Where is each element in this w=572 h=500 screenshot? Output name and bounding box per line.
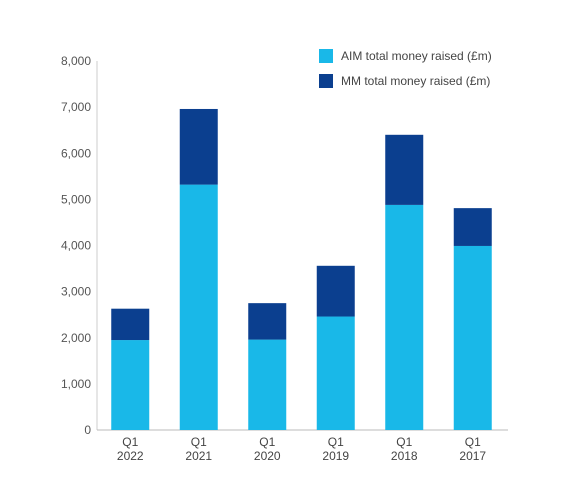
bar-mm-2 bbox=[248, 303, 287, 340]
y-tick-label: 4,000 bbox=[61, 239, 91, 253]
x-tick-label: Q1 bbox=[259, 435, 275, 449]
x-tick-label: Q1 bbox=[122, 435, 138, 449]
x-tick-label: 2019 bbox=[322, 449, 349, 463]
x-tick-label: 2021 bbox=[185, 449, 212, 463]
bar-aim-0 bbox=[111, 340, 150, 430]
x-tick-label: Q1 bbox=[396, 435, 412, 449]
y-tick-label: 8,000 bbox=[61, 54, 91, 68]
y-tick-label: 7,000 bbox=[61, 100, 91, 114]
bar-mm-1 bbox=[179, 108, 218, 185]
legend: AIM total money raised (£m) MM total mone… bbox=[319, 49, 492, 88]
legend-label-aim: AIM total money raised (£m) bbox=[341, 49, 492, 63]
y-tick-label: 0 bbox=[84, 423, 91, 437]
x-tick-label: 2022 bbox=[117, 449, 144, 463]
bar-aim-1 bbox=[179, 184, 218, 430]
y-tick-labels: 0 1,000 2,000 3,000 4,000 5,000 6,000 7,000 8,00… bbox=[61, 54, 91, 437]
bar-mm-5 bbox=[453, 208, 492, 246]
bar-aim-5 bbox=[453, 245, 492, 430]
bars bbox=[111, 108, 492, 430]
legend-label-mm: MM total money raised (£m) bbox=[341, 74, 490, 88]
bar-aim-2 bbox=[248, 339, 287, 430]
x-tick-label: Q1 bbox=[328, 435, 344, 449]
x-tick-label: 2018 bbox=[391, 449, 418, 463]
x-tick-label: 2020 bbox=[254, 449, 281, 463]
bar-mm-4 bbox=[385, 134, 424, 205]
y-tick-label: 1,000 bbox=[61, 377, 91, 391]
x-tick-label: 2017 bbox=[459, 449, 486, 463]
x-tick-label: Q1 bbox=[465, 435, 481, 449]
bar-mm-3 bbox=[316, 265, 355, 317]
y-tick-label: 6,000 bbox=[61, 146, 91, 160]
x-tick-label: Q1 bbox=[191, 435, 207, 449]
y-tick-label: 5,000 bbox=[61, 192, 91, 206]
legend-swatch-aim bbox=[319, 49, 333, 63]
legend-swatch-mm bbox=[319, 74, 333, 88]
bar-aim-3 bbox=[316, 316, 355, 430]
y-tick-label: 2,000 bbox=[61, 331, 91, 345]
bar-mm-0 bbox=[111, 308, 150, 341]
y-tick-label: 3,000 bbox=[61, 285, 91, 299]
bar-aim-4 bbox=[385, 204, 424, 430]
